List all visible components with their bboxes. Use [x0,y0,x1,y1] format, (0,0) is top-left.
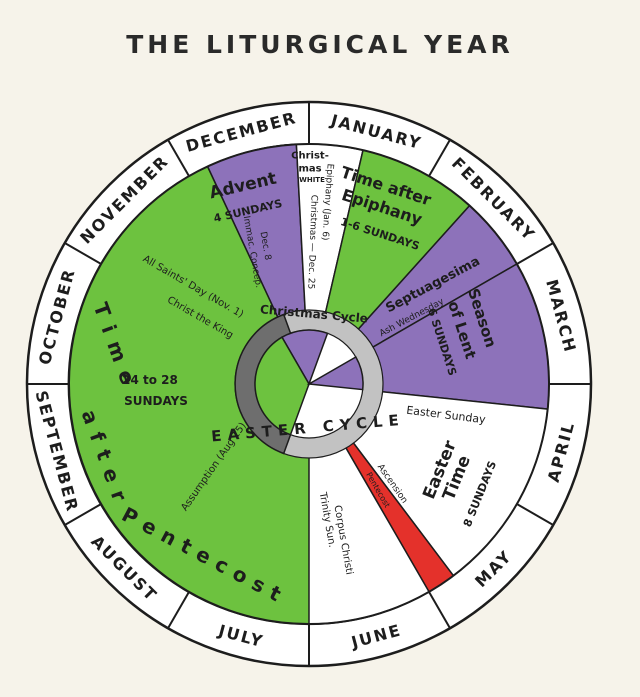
page-title: THE LITURGICAL YEAR [126,30,514,59]
label-christmas-1: Christ- [291,151,329,162]
label-christmas-3: WHITE [299,176,325,184]
cycle-hub [234,309,384,459]
month-divider [516,242,554,265]
month-divider [64,242,102,265]
hub-pentecost-wedge [254,336,310,436]
month-divider [64,503,102,526]
month-divider [516,503,554,526]
month-dividers [27,102,591,666]
label-christmas-dec25: Christmas — Dec. 25 [305,195,318,290]
month-divider [428,139,451,177]
label-christmas-2: mas [298,164,321,175]
label-immac-2: Dec. 8 [258,231,273,261]
month-divider [167,591,190,629]
month-divider [428,591,451,629]
month-divider [167,139,190,177]
hub-lent-wedge [306,355,364,391]
wheel-inner-border [68,143,550,625]
label-tap-1: 24 to 28 [122,373,178,387]
label-tap-2: SUNDAYS [124,394,188,408]
